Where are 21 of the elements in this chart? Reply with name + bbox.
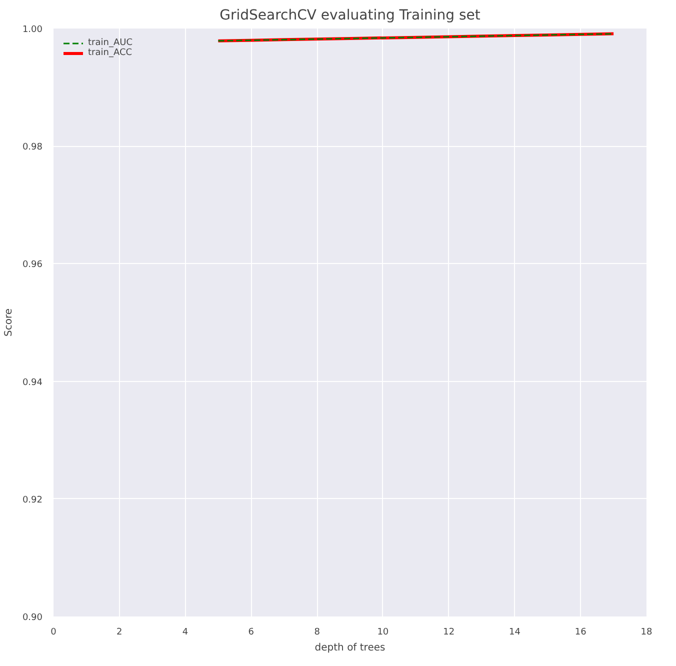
y-tick-label: 0.90	[22, 613, 43, 623]
y-tick-label: 0.98	[22, 142, 43, 153]
x-tick-label: 2	[116, 628, 122, 638]
y-tick-label: 1.00	[22, 25, 43, 35]
x-tick-label: 8	[314, 628, 320, 638]
x-tick-label: 14	[508, 628, 521, 638]
x-tick-label: 0	[50, 628, 57, 638]
y-tick-label: 0.94	[22, 378, 43, 388]
legend-label: train_AUC	[88, 38, 132, 48]
x-tick-label: 18	[640, 628, 652, 638]
x-tick-label: 6	[248, 628, 254, 638]
legend-label: train_ACC	[88, 48, 132, 58]
x-tick-label: 10	[377, 628, 389, 638]
x-axis-title: depth of trees	[314, 642, 386, 654]
x-tick-label: 4	[182, 628, 188, 638]
y-tick-label: 0.92	[22, 495, 43, 506]
x-tick-label: 16	[574, 628, 587, 638]
y-axis-title: Score	[3, 308, 14, 337]
x-tick-label: 12	[443, 628, 455, 638]
chart-title: GridSearchCV evaluating Training set	[220, 8, 481, 24]
y-tick-label: 0.96	[22, 260, 43, 270]
